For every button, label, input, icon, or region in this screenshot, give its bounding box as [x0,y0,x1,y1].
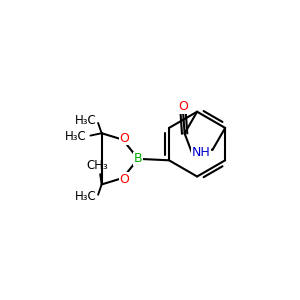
Text: O: O [119,132,129,145]
Text: B: B [134,152,142,165]
Text: CH₃: CH₃ [86,159,108,172]
Text: O: O [178,100,188,113]
Text: O: O [119,173,129,186]
Text: H₃C: H₃C [75,190,96,203]
Text: H₃C: H₃C [64,130,86,143]
Text: H₃C: H₃C [75,114,96,127]
Text: NH: NH [192,146,211,160]
